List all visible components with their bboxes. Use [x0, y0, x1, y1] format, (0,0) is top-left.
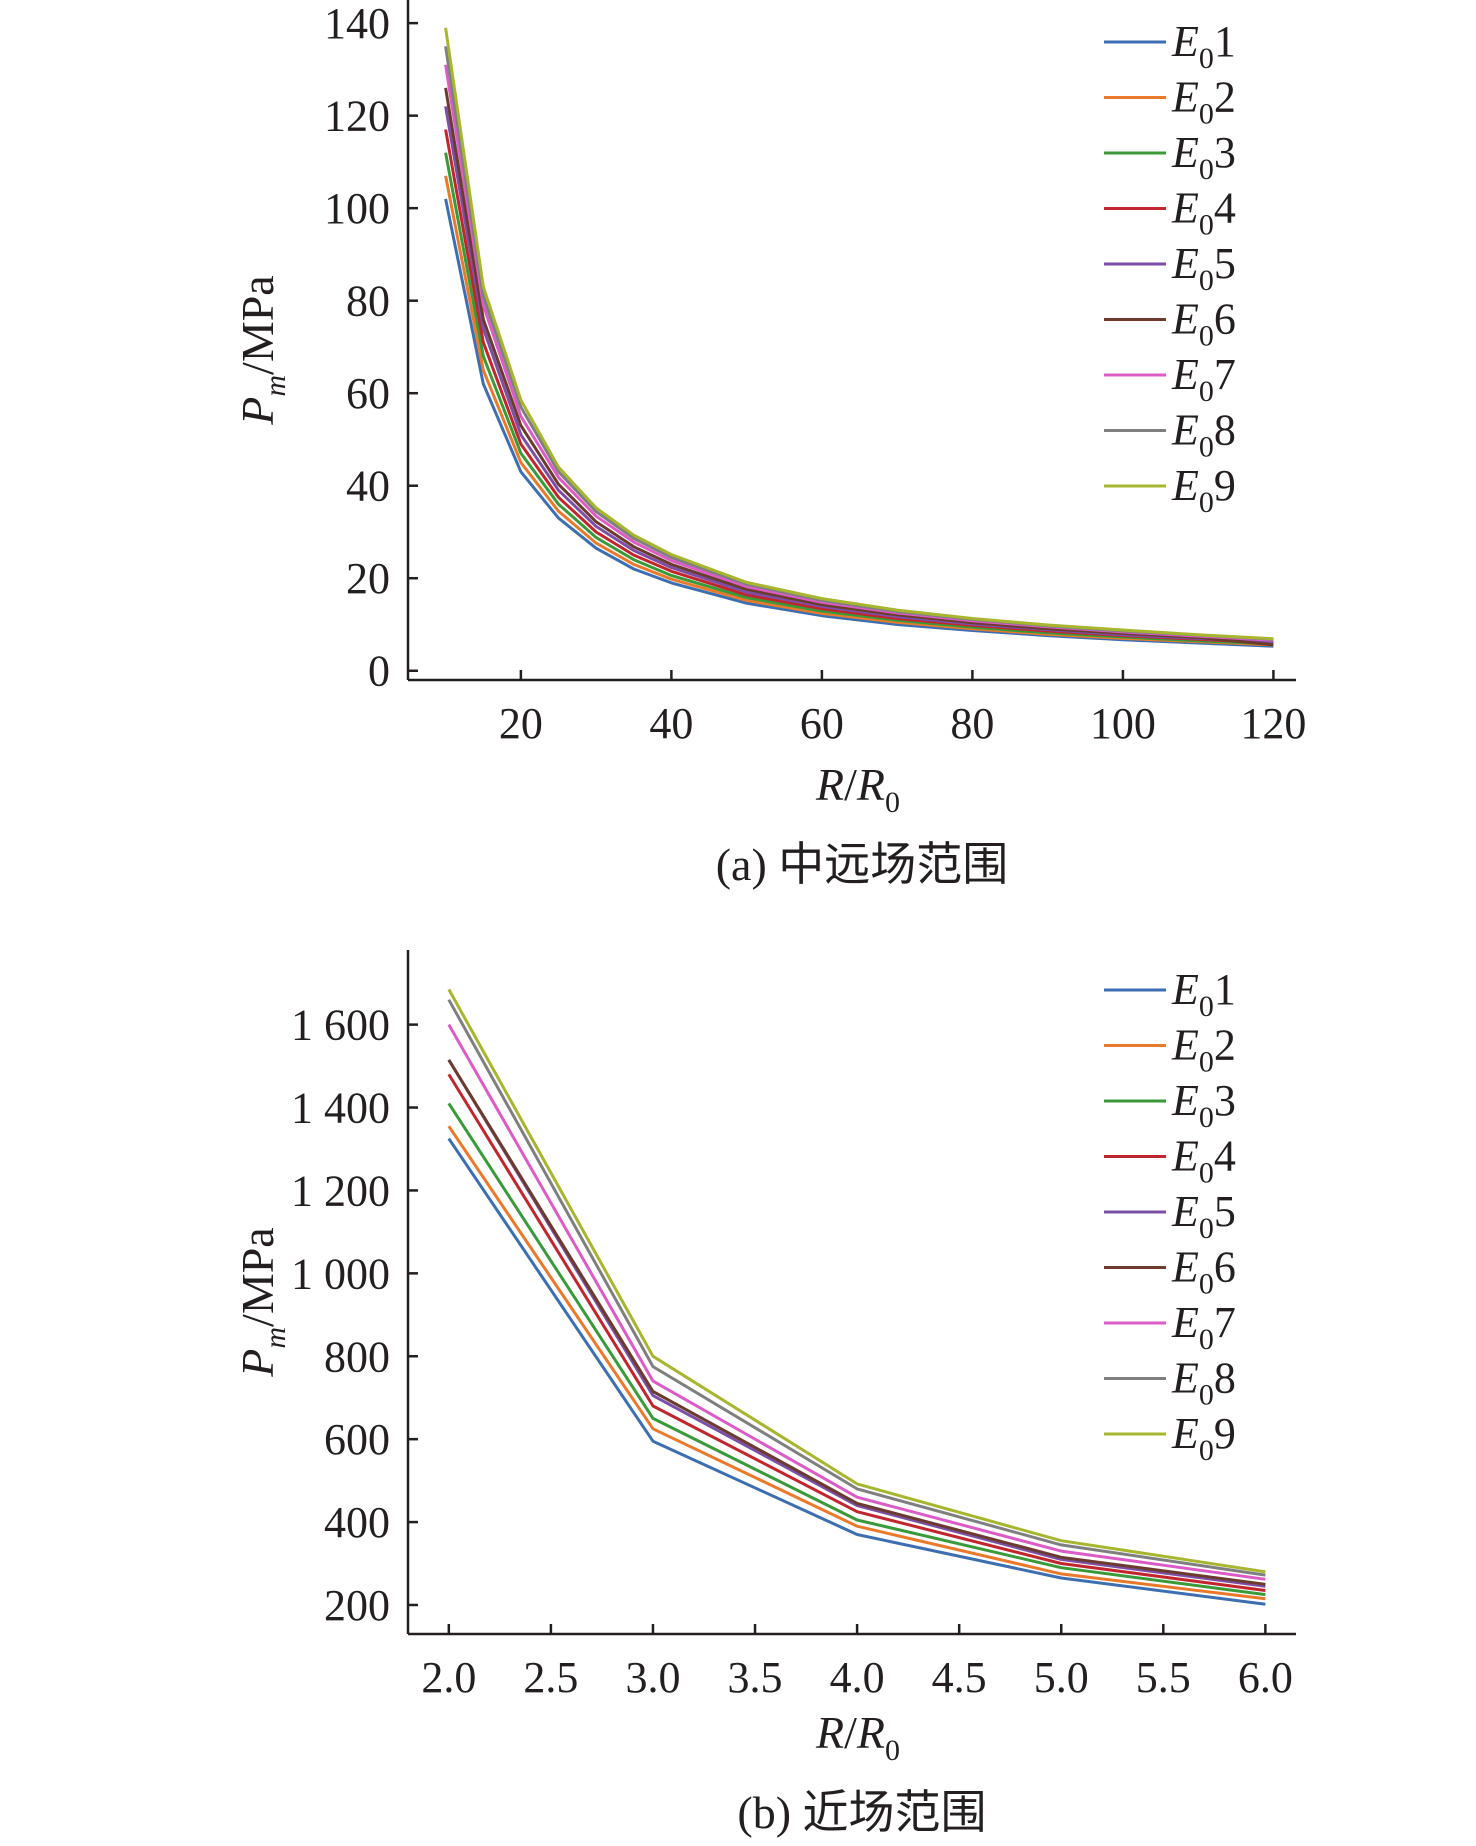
legend-item: E04 — [1104, 184, 1236, 242]
legend-label: E06 — [1171, 1243, 1236, 1301]
series-line-E09 — [447, 988, 1266, 1574]
legend-item: E07 — [1104, 350, 1236, 408]
legend-label: E03 — [1171, 1076, 1236, 1134]
y-tick-label: 1 600 — [291, 1001, 390, 1050]
y-tick-label: 40 — [346, 462, 390, 511]
x-tick-label: 100 — [1090, 699, 1156, 748]
legend-item: E04 — [1104, 1132, 1236, 1190]
series-line-E08 — [444, 46, 1274, 641]
y-tick-label: 400 — [324, 1498, 390, 1547]
series-line-E01 — [447, 1137, 1266, 1606]
legend-item: E08 — [1104, 1354, 1236, 1412]
legend-item: E06 — [1104, 295, 1236, 353]
legend-item: E06 — [1104, 1243, 1236, 1301]
legend-item: E07 — [1104, 1298, 1236, 1356]
series-line-E03 — [447, 1102, 1266, 1597]
y-tick-label: 100 — [324, 184, 390, 233]
x-tick-label: 40 — [649, 699, 693, 748]
legend-item: E01 — [1104, 17, 1236, 75]
series-line-E04 — [447, 1073, 1266, 1592]
legend-item: E02 — [1104, 73, 1236, 131]
series-line-E03 — [444, 152, 1274, 646]
y-tick-label: 140 — [324, 0, 390, 48]
x-tick-label: 3.0 — [625, 1653, 680, 1702]
y-tick-label: 80 — [346, 277, 390, 326]
y-tick-label: 1 000 — [291, 1249, 390, 1298]
legend-label: E04 — [1171, 184, 1236, 242]
legend-item: E01 — [1104, 965, 1236, 1023]
x-tick-label: 5.5 — [1136, 1653, 1191, 1702]
legend-item: E05 — [1104, 1187, 1236, 1245]
x-tick-label: 4.0 — [830, 1653, 885, 1702]
x-tick-label: 6.0 — [1238, 1653, 1293, 1702]
series-line-E08 — [447, 998, 1266, 1577]
legend-label: E07 — [1171, 1298, 1236, 1356]
x-tick-label: 3.5 — [728, 1653, 783, 1702]
x-tick-label: 2.5 — [523, 1653, 578, 1702]
series-line-E09 — [444, 27, 1274, 641]
x-axis-title: R/R0 — [815, 1707, 900, 1767]
legend-item: E02 — [1104, 1021, 1236, 1079]
y-tick-label: 0 — [368, 647, 390, 696]
series-line-E06 — [447, 1059, 1266, 1586]
legend-item: E03 — [1104, 1076, 1236, 1134]
legend-item: E09 — [1104, 1409, 1236, 1467]
legend-item: E03 — [1104, 128, 1236, 186]
y-tick-label: 20 — [346, 554, 390, 603]
y-tick-label: 200 — [324, 1581, 390, 1630]
x-tick-label: 120 — [1240, 699, 1306, 748]
series-line-E06 — [444, 87, 1274, 647]
x-tick-label: 2.0 — [421, 1653, 476, 1702]
series-line-E07 — [444, 64, 1274, 642]
y-tick-label: 1 200 — [291, 1166, 390, 1215]
y-tick-label: 60 — [346, 369, 390, 418]
series-line-E07 — [447, 1023, 1266, 1581]
legend-label: E06 — [1171, 295, 1236, 353]
legend-item: E09 — [1104, 461, 1236, 519]
legend-label: E07 — [1171, 350, 1236, 408]
series-line-E02 — [447, 1125, 1266, 1601]
x-tick-label: 4.5 — [932, 1653, 987, 1702]
x-tick-label: 5.0 — [1034, 1653, 1089, 1702]
legend-label: E05 — [1171, 1187, 1236, 1245]
legend-label: E02 — [1171, 1021, 1236, 1079]
y-tick-label: 1 400 — [291, 1084, 390, 1133]
series-line-E02 — [444, 175, 1274, 647]
legend-item: E05 — [1104, 239, 1236, 297]
x-tick-label: 80 — [950, 699, 994, 748]
legend-label: E04 — [1171, 1132, 1236, 1190]
figure-caption: (a) 中远场范围 — [716, 839, 1009, 890]
chart-panel-b: 200 400 600 800 1 000 1 200 1 400 1 600 2.0 2.5 3.… — [232, 950, 1296, 1838]
x-tick-label: 20 — [499, 699, 543, 748]
legend-label: E09 — [1171, 1409, 1236, 1467]
legend-label: E01 — [1171, 965, 1236, 1023]
series-line-E04 — [444, 129, 1274, 645]
y-tick-label: 600 — [324, 1415, 390, 1464]
x-axis-title: R/R0 — [815, 759, 900, 819]
legend-label: E02 — [1171, 73, 1236, 131]
legend-label: E05 — [1171, 239, 1236, 297]
series-line-E01 — [444, 198, 1274, 648]
legend-label: E01 — [1171, 17, 1236, 75]
legend-item: E08 — [1104, 406, 1236, 464]
y-axis-title: Pm/MPa — [232, 1227, 292, 1377]
y-axis-title: Pm/MPa — [232, 275, 292, 425]
y-tick-label: 800 — [324, 1332, 390, 1381]
x-tick-label: 60 — [800, 699, 844, 748]
legend-label: E09 — [1171, 461, 1236, 519]
figure-caption: (b) 近场范围 — [737, 1787, 986, 1838]
legend-label: E08 — [1171, 406, 1236, 464]
y-tick-label: 120 — [324, 92, 390, 141]
legend-label: E08 — [1171, 1354, 1236, 1412]
legend-label: E03 — [1171, 128, 1236, 186]
